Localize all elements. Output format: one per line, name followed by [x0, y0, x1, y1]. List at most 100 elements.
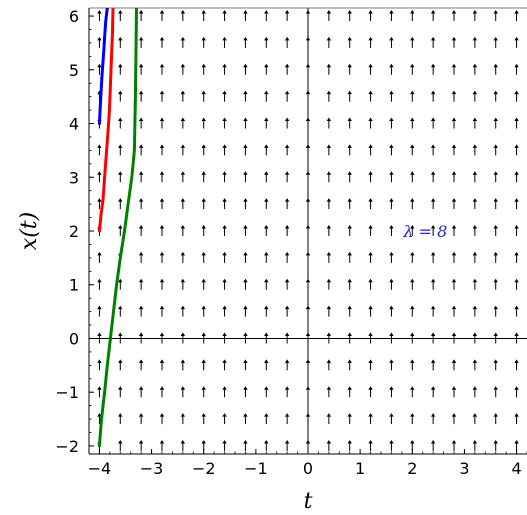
field-arrow [118, 439, 123, 451]
field-arrow [243, 90, 248, 102]
field-arrow [243, 251, 248, 263]
field-arrow [201, 225, 206, 236]
x-tick-label: −1 [244, 459, 268, 478]
field-arrow [180, 413, 186, 425]
field-arrow [222, 305, 227, 317]
field-arrow [347, 90, 352, 102]
x-tick-label: −2 [192, 459, 216, 478]
field-arrow [472, 413, 478, 425]
field-arrow [159, 251, 165, 263]
field-arrow [326, 90, 332, 102]
field-arrow [159, 359, 165, 371]
field-arrow [222, 359, 227, 371]
field-arrow [284, 198, 290, 210]
field-arrow [472, 63, 478, 75]
field-arrow [389, 144, 394, 156]
field-arrow [222, 386, 227, 398]
field-arrow [243, 439, 248, 451]
field-arrow [493, 90, 498, 102]
field-arrow [493, 171, 498, 183]
field-arrow [514, 90, 519, 102]
field-arrow [97, 10, 102, 22]
field-arrow [472, 117, 478, 129]
field-arrow [472, 225, 478, 236]
field-arrow [410, 198, 415, 210]
field-arrow [326, 251, 332, 263]
field-arrow [472, 171, 478, 183]
field-arrow [347, 359, 352, 371]
field-arrow [159, 439, 165, 451]
field-arrow [389, 36, 394, 48]
field-arrow [389, 10, 394, 22]
field-arrow [389, 278, 394, 290]
field-arrow [410, 171, 415, 183]
field-arrow [326, 198, 332, 210]
field-arrow [451, 10, 457, 22]
x-tick-label: 1 [355, 459, 365, 478]
field-arrow [159, 90, 165, 102]
field-arrow [410, 359, 415, 371]
field-arrow [118, 305, 123, 317]
field-arrow [138, 144, 144, 156]
field-arrow [451, 413, 457, 425]
field-arrow [97, 198, 102, 210]
field-arrow [430, 171, 436, 183]
field-arrow [326, 386, 332, 398]
field-arrow [493, 117, 498, 129]
y-tick-label: −1 [55, 383, 79, 402]
field-arrow [284, 413, 290, 425]
field-arrow [264, 359, 269, 371]
field-arrow [243, 36, 248, 48]
field-arrow [180, 63, 186, 75]
field-arrow [201, 413, 206, 425]
field-arrow [514, 278, 519, 290]
field-arrow [472, 278, 478, 290]
field-arrow [472, 439, 478, 451]
field-arrow [326, 63, 332, 75]
field-arrow [118, 90, 123, 102]
field-arrow [264, 413, 269, 425]
field-arrow [451, 359, 457, 371]
field-arrow [514, 171, 519, 183]
field-arrow [430, 117, 436, 129]
field-arrow [326, 117, 332, 129]
field-arrow [410, 305, 415, 317]
field-arrow [180, 117, 186, 129]
field-arrow [118, 386, 123, 398]
field-arrow [451, 305, 457, 317]
field-arrow [326, 10, 332, 22]
field-arrow [389, 198, 394, 210]
field-arrow [201, 278, 206, 290]
field-arrow [264, 117, 269, 129]
series-line-2 [97, 8, 115, 233]
field-arrow [284, 36, 290, 48]
field-arrow [159, 10, 165, 22]
field-arrow [118, 413, 123, 425]
field-arrow [389, 305, 394, 317]
field-arrow [180, 171, 186, 183]
field-arrow [326, 171, 332, 183]
field-arrow [430, 439, 436, 451]
field-arrow [222, 63, 227, 75]
field-arrow [118, 117, 123, 129]
field-arrow [180, 144, 186, 156]
field-arrow [368, 144, 373, 156]
field-arrow [180, 359, 186, 371]
field-arrow [326, 439, 332, 451]
field-arrow [493, 413, 498, 425]
field-arrow [493, 225, 498, 236]
field-arrow [451, 278, 457, 290]
field-arrow [118, 278, 123, 290]
field-arrow [222, 90, 227, 102]
field-arrow [472, 36, 478, 48]
x-tick-label: 4 [511, 459, 521, 478]
field-arrow [410, 225, 415, 236]
field-arrow [201, 10, 206, 22]
field-arrow [201, 90, 206, 102]
field-arrow [410, 117, 415, 129]
field-arrow [493, 439, 498, 451]
field-arrow [493, 144, 498, 156]
field-arrow [410, 413, 415, 425]
field-arrow [472, 305, 478, 317]
field-arrow [472, 359, 478, 371]
